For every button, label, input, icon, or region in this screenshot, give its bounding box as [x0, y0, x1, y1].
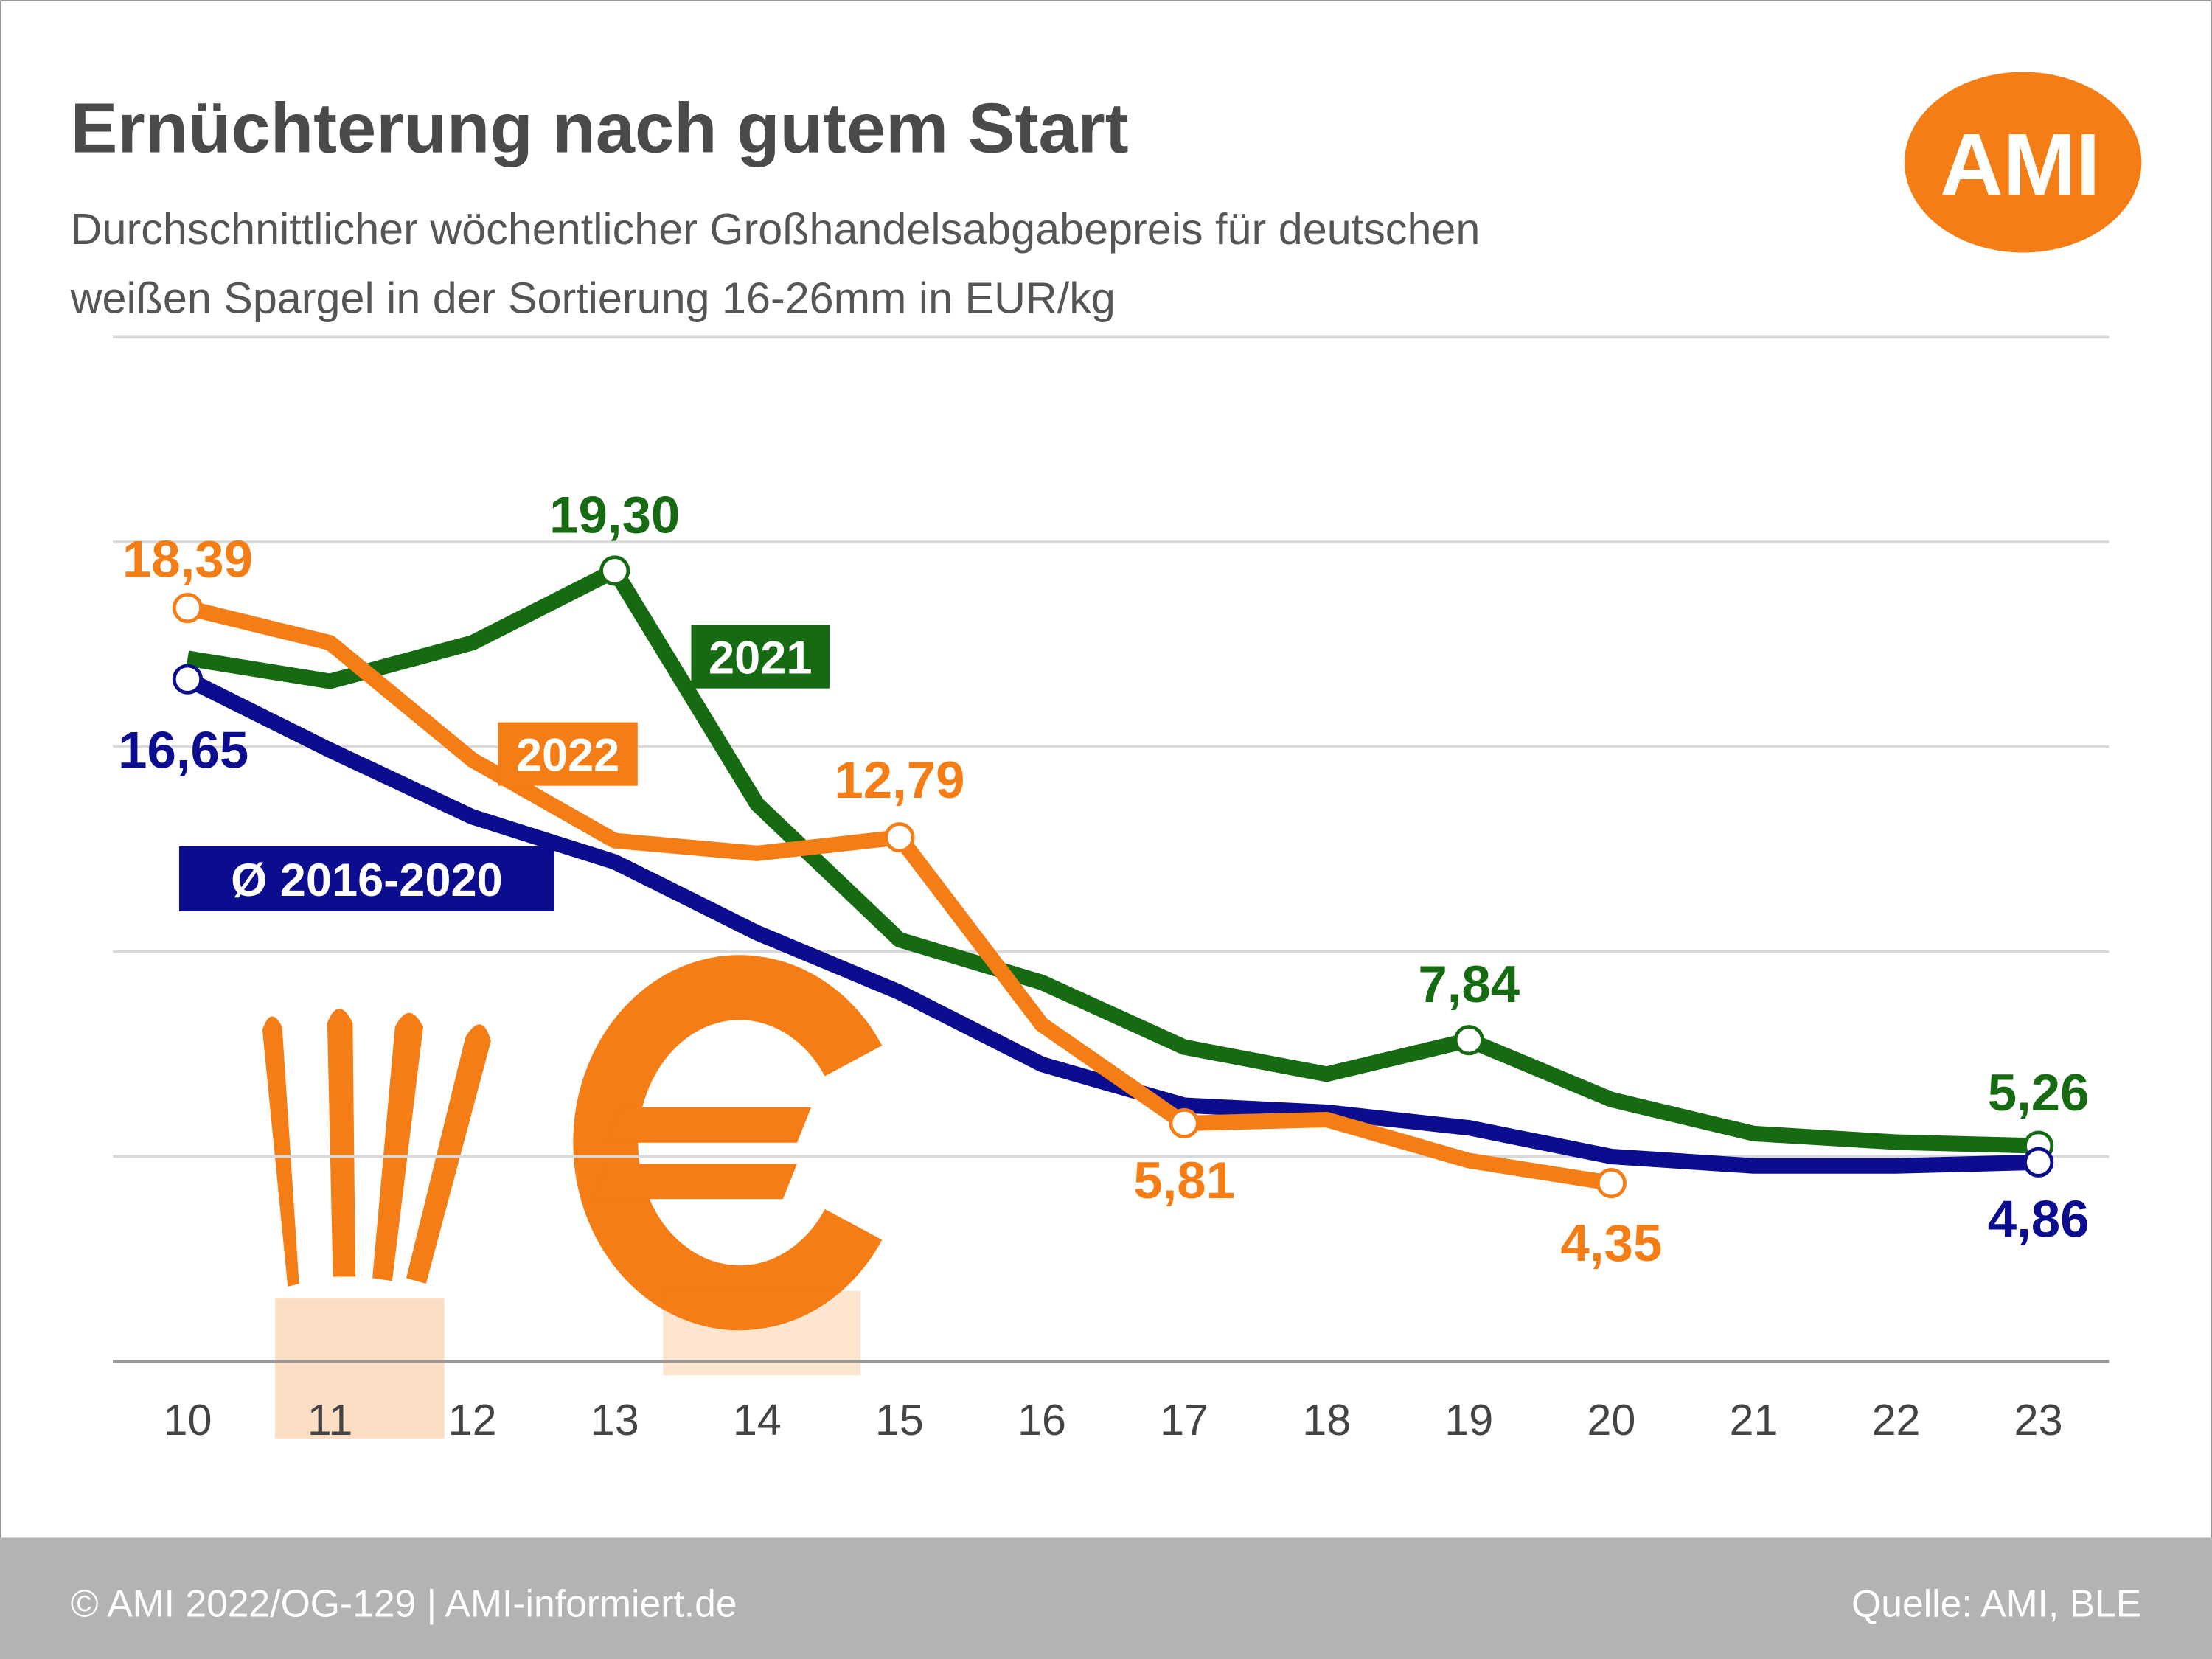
legend-box [691, 625, 830, 689]
subtitle: weißen Spargel in der Sortierung 16-26mm… [70, 274, 1116, 323]
x-tick-label: 21 [1729, 1395, 1778, 1444]
data-label: 5,81 [1133, 1152, 1235, 1210]
x-tick-label: 18 [1302, 1395, 1351, 1444]
asparagus-illustration [262, 1008, 491, 1439]
reflection [275, 1298, 445, 1439]
x-tick-label: 20 [1587, 1395, 1635, 1444]
asparagus [406, 1024, 491, 1284]
data-label: 5,26 [1988, 1064, 2090, 1122]
data-label: 4,86 [1988, 1191, 2090, 1249]
legend-label: Ø 2016-2020 [231, 855, 503, 906]
x-tick-label: 19 [1444, 1395, 1493, 1444]
euro-arc [573, 955, 883, 1331]
x-tick-label: 13 [591, 1395, 639, 1444]
legend-label: 2021 [709, 633, 812, 684]
logo-text: AMI [1940, 116, 2100, 214]
point-marker [2023, 1147, 2054, 1178]
asparagus [262, 1016, 299, 1287]
reflection [663, 1290, 861, 1376]
series-line [186, 563, 2039, 1154]
footer [0, 1537, 2212, 1659]
legend-box [178, 846, 554, 911]
series-line [184, 672, 2039, 1174]
euro-bar [592, 1164, 797, 1200]
point-marker [1596, 1168, 1627, 1199]
point-marker [1169, 1107, 1200, 1139]
data-label: 19,30 [549, 486, 680, 544]
data-label: 7,84 [1418, 956, 1520, 1014]
data-label: 12,79 [834, 751, 964, 810]
footer-left: © AMI 2022/OG-129 | AMI-informiert.de [71, 1582, 737, 1625]
euro-bar [606, 1107, 812, 1143]
x-tick-label: 16 [1018, 1395, 1066, 1444]
x-tick-label: 17 [1160, 1395, 1208, 1444]
euro-illustration [573, 955, 883, 1376]
x-tick-label: 23 [2014, 1395, 2063, 1444]
asparagus [327, 1008, 356, 1277]
point-marker [599, 555, 630, 586]
legend-box [498, 722, 638, 786]
point-marker [1453, 1025, 1484, 1056]
x-tick-label: 14 [733, 1395, 782, 1444]
point-marker [172, 592, 204, 624]
point-marker [172, 664, 204, 695]
point-marker [884, 822, 915, 853]
legend-label: 2022 [516, 730, 619, 782]
chart-title: Ernüchterung nach gutem Start [71, 89, 1129, 168]
subtitle: Durchschnittlicher wöchentlicher Großhan… [71, 204, 1481, 254]
x-tick-label: 12 [448, 1395, 497, 1444]
x-tick-label: 22 [1872, 1395, 1921, 1444]
data-label: 4,35 [1561, 1214, 1663, 1273]
logo [1904, 72, 2142, 253]
data-label: 18,39 [122, 530, 253, 588]
x-tick-label: 15 [875, 1395, 924, 1444]
asparagus [372, 1012, 423, 1281]
footer-right: Quelle: AMI, BLE [1851, 1582, 2141, 1625]
x-tick-label: 10 [163, 1395, 212, 1444]
x-tick-label: 11 [307, 1395, 353, 1444]
data-label: 16,65 [118, 722, 248, 780]
